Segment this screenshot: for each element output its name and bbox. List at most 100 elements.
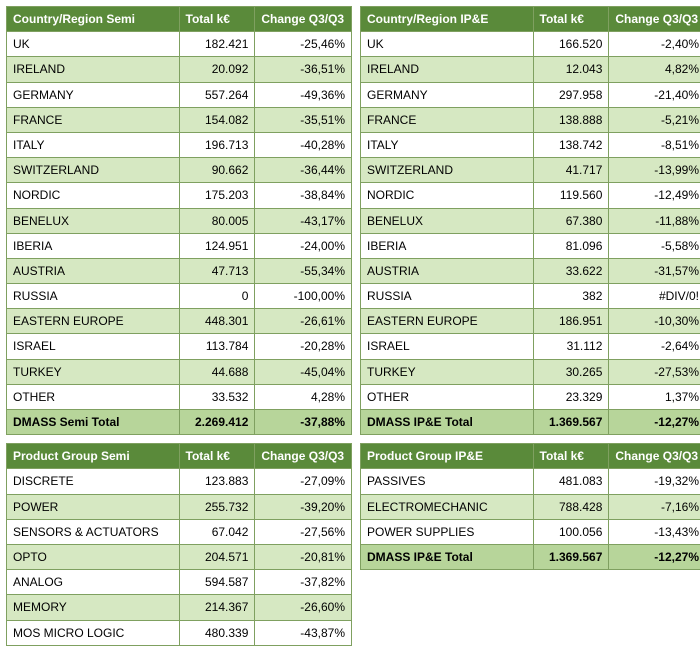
total-value: 1.369.567 [533, 410, 609, 435]
cell-change: -12,49% [609, 183, 700, 208]
table-row: UK182.421-25,46% [7, 32, 352, 57]
page-container: Country/Region Semi Total k€ Change Q3/Q… [6, 6, 700, 646]
cell-value: 788.428 [533, 494, 609, 519]
cell-value: 184.267 [179, 645, 255, 646]
cell-value: 480.339 [179, 620, 255, 645]
cell-change: -40,28% [255, 132, 352, 157]
table-country-ipe: Country/Region IP&E Total k€ Change Q3/Q… [360, 6, 700, 435]
cell-change: 1,37% [609, 384, 700, 409]
cell-change: -26,61% [255, 309, 352, 334]
table-row: TURKEY30.265-27,53% [361, 359, 700, 384]
table-row: POWER SUPPLIES100.056-13,43% [361, 519, 700, 544]
table-row: IRELAND20.092-36,51% [7, 57, 352, 82]
cell-change: -36,51% [255, 57, 352, 82]
cell-change: -55,34% [255, 258, 352, 283]
header-row: Country/Region Semi Total k€ Change Q3/Q… [7, 7, 352, 32]
cell-value: 154.082 [179, 107, 255, 132]
cell-value: 113.784 [179, 334, 255, 359]
cell-label: TURKEY [361, 359, 534, 384]
table-row: SWITZERLAND90.662-36,44% [7, 158, 352, 183]
table-row: BENELUX80.005-43,17% [7, 208, 352, 233]
col-header: Product Group IP&E [361, 444, 534, 469]
cell-label: ISRAEL [7, 334, 180, 359]
cell-value: 481.083 [533, 469, 609, 494]
cell-change: -49,36% [255, 82, 352, 107]
cell-value: 166.520 [533, 32, 609, 57]
table-row: TURKEY44.688-45,04% [7, 359, 352, 384]
col-header: Country/Region IP&E [361, 7, 534, 32]
cell-change: -20,28% [255, 334, 352, 359]
cell-value: 119.560 [533, 183, 609, 208]
cell-label: ANALOG [7, 570, 180, 595]
cell-value: 557.264 [179, 82, 255, 107]
right-column: Country/Region IP&E Total k€ Change Q3/Q… [360, 6, 700, 570]
cell-label: RUSSIA [7, 284, 180, 309]
cell-label: DISCRETE [7, 469, 180, 494]
cell-value: 182.421 [179, 32, 255, 57]
cell-value: 12.043 [533, 57, 609, 82]
cell-value: 124.951 [179, 233, 255, 258]
cell-value: 123.883 [179, 469, 255, 494]
total-change: -12,27% [609, 544, 700, 569]
table-row: IRELAND12.0434,82% [361, 57, 700, 82]
cell-change: -21,40% [609, 82, 700, 107]
cell-value: 448.301 [179, 309, 255, 334]
table-body: DISCRETE123.883-27,09%POWER255.732-39,20… [7, 469, 352, 646]
col-header: Total k€ [533, 444, 609, 469]
table-country-semi: Country/Region Semi Total k€ Change Q3/Q… [6, 6, 352, 435]
left-column: Country/Region Semi Total k€ Change Q3/Q… [6, 6, 352, 646]
cell-change: -31,57% [609, 258, 700, 283]
total-change: -12,27% [609, 410, 700, 435]
cell-value: 138.742 [533, 132, 609, 157]
cell-label: PROGRAMMABLE LOGIC [7, 645, 180, 646]
cell-value: 20.092 [179, 57, 255, 82]
cell-value: 175.203 [179, 183, 255, 208]
col-header: Total k€ [533, 7, 609, 32]
cell-change: -26,60% [255, 595, 352, 620]
table-row: ISRAEL113.784-20,28% [7, 334, 352, 359]
cell-value: 81.096 [533, 233, 609, 258]
cell-change: -10,30% [609, 309, 700, 334]
cell-value: 196.713 [179, 132, 255, 157]
cell-change: -11,88% [609, 208, 700, 233]
col-header: Country/Region Semi [7, 7, 180, 32]
cell-change: -24,00% [255, 233, 352, 258]
cell-label: SWITZERLAND [7, 158, 180, 183]
cell-label: IRELAND [361, 57, 534, 82]
header-row: Product Group Semi Total k€ Change Q3/Q3 [7, 444, 352, 469]
cell-change: -25,46% [255, 32, 352, 57]
cell-value: 23.329 [533, 384, 609, 409]
table-product-ipe: Product Group IP&E Total k€ Change Q3/Q3… [360, 443, 700, 570]
cell-label: ISRAEL [361, 334, 534, 359]
table-total-row: DMASS IP&E Total1.369.567-12,27% [361, 544, 700, 569]
table-row: DISCRETE123.883-27,09% [7, 469, 352, 494]
cell-change: -45,04% [255, 359, 352, 384]
cell-label: MOS MICRO LOGIC [7, 620, 180, 645]
table-row: OTHER23.3291,37% [361, 384, 700, 409]
col-header: Total k€ [179, 444, 255, 469]
cell-label: POWER SUPPLIES [361, 519, 534, 544]
cell-value: 47.713 [179, 258, 255, 283]
table-row: FRANCE138.888-5,21% [361, 107, 700, 132]
cell-label: SENSORS & ACTUATORS [7, 519, 180, 544]
cell-change: -19,32% [609, 469, 700, 494]
cell-change: -27,53% [609, 359, 700, 384]
cell-change: -2,64% [609, 334, 700, 359]
table-row: PASSIVES481.083-19,32% [361, 469, 700, 494]
table-row: SWITZERLAND41.717-13,99% [361, 158, 700, 183]
cell-value: 67.380 [533, 208, 609, 233]
total-value: 1.369.567 [533, 544, 609, 569]
table-total-row: DMASS Semi Total2.269.412-37,88% [7, 410, 352, 435]
table-row: SENSORS & ACTUATORS67.042-27,56% [7, 519, 352, 544]
cell-change: -8,51% [609, 132, 700, 157]
cell-change: -13,43% [609, 519, 700, 544]
table-grid: Country/Region Semi Total k€ Change Q3/Q… [6, 6, 700, 646]
cell-change: -39,20% [255, 494, 352, 519]
cell-label: ITALY [7, 132, 180, 157]
cell-change: -43,17% [255, 208, 352, 233]
cell-value: 255.732 [179, 494, 255, 519]
header-row: Country/Region IP&E Total k€ Change Q3/Q… [361, 7, 700, 32]
col-header: Change Q3/Q3 [609, 7, 700, 32]
cell-label: BENELUX [361, 208, 534, 233]
table-row: GERMANY297.958-21,40% [361, 82, 700, 107]
